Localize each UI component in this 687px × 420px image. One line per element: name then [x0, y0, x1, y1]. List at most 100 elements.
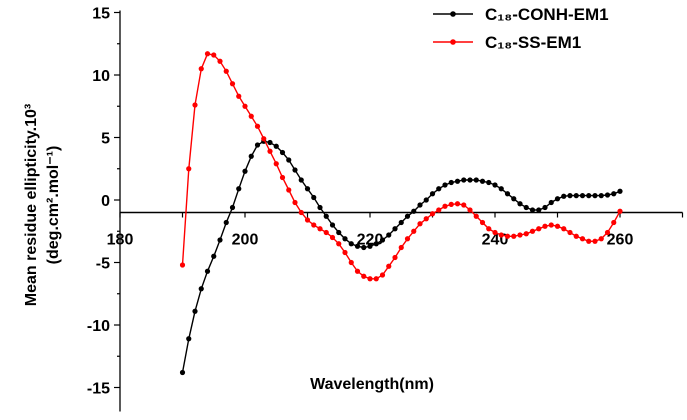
data-point-0 [429, 191, 436, 197]
data-point-1 [561, 226, 567, 232]
data-point-0 [411, 208, 417, 214]
data-point-1 [279, 174, 286, 181]
data-point-1 [504, 233, 511, 239]
data-point-1 [323, 229, 329, 236]
data-point-1 [342, 249, 348, 256]
data-point-0 [336, 229, 342, 236]
data-point-0 [417, 202, 423, 208]
data-point-0 [186, 336, 192, 342]
data-point-1 [404, 236, 411, 242]
data-point-0 [267, 139, 273, 146]
data-point-0 [579, 193, 586, 199]
data-point-0 [317, 204, 323, 211]
data-point-1 [536, 226, 542, 232]
data-point-0 [211, 253, 217, 259]
data-point-0 [204, 268, 211, 274]
data-point-1 [423, 216, 429, 222]
data-point-1 [286, 187, 292, 193]
legend-marker-conh [450, 11, 456, 17]
data-point-0 [486, 179, 492, 186]
data-point-1 [473, 213, 479, 219]
data-point-0 [223, 219, 229, 226]
data-point-1 [304, 217, 311, 223]
data-point-0 [498, 186, 504, 192]
data-point-1 [379, 272, 386, 278]
data-point-1 [392, 254, 398, 261]
data-point-1 [486, 226, 492, 232]
data-point-0 [467, 177, 473, 183]
data-point-0 [611, 191, 617, 197]
data-point-1 [348, 259, 354, 266]
data-point-0 [392, 226, 398, 232]
data-point-0 [367, 243, 373, 249]
y-tick-label: 0 [101, 193, 110, 210]
data-point-0 [492, 182, 498, 188]
data-point-1 [586, 238, 592, 244]
data-point-1 [267, 148, 273, 154]
data-point-1 [617, 208, 623, 214]
x-tick-label: 180 [107, 232, 134, 249]
data-point-0 [311, 194, 317, 201]
data-point-0 [529, 207, 536, 213]
data-point-1 [229, 81, 236, 87]
legend-marker-ss [450, 39, 456, 45]
data-point-0 [554, 196, 561, 202]
data-point-0 [598, 193, 604, 199]
data-point-1 [479, 219, 486, 226]
series-layer [179, 51, 623, 376]
data-point-0 [254, 142, 261, 148]
data-point-0 [479, 178, 486, 184]
data-point-1 [548, 222, 554, 228]
y-axis-title-line2: (deg.cm².mol⁻¹) [45, 146, 62, 265]
data-point-1 [604, 229, 611, 236]
data-point-0 [192, 308, 198, 314]
legend-label-ss: C₁₈-SS-EM1 [485, 33, 581, 52]
data-point-0 [398, 219, 404, 226]
data-point-0 [386, 232, 392, 238]
data-point-0 [236, 186, 242, 192]
data-point-1 [592, 238, 598, 244]
data-point-1 [179, 262, 186, 268]
y-tick-label: 5 [101, 131, 110, 148]
data-point-0 [586, 193, 592, 199]
x-tick-label: 260 [607, 232, 634, 249]
data-point-1 [386, 263, 392, 269]
legend: C₁₈-CONH-EM1 C₁₈-SS-EM1 [433, 5, 609, 52]
y-tick-label: 15 [92, 6, 110, 23]
data-point-0 [229, 204, 236, 211]
legend-item-conh: C₁₈-CONH-EM1 [433, 5, 609, 24]
data-point-0 [379, 237, 386, 243]
data-point-1 [248, 113, 254, 119]
data-point-1 [554, 223, 561, 229]
data-point-1 [261, 136, 267, 142]
data-point-0 [511, 196, 517, 202]
data-point-0 [567, 193, 573, 199]
data-point-1 [517, 232, 523, 238]
data-point-0 [217, 237, 223, 243]
data-point-0 [592, 193, 598, 199]
data-point-1 [492, 229, 498, 236]
data-point-1 [523, 231, 529, 237]
data-point-0 [542, 204, 548, 211]
data-point-1 [204, 51, 211, 57]
data-point-1 [217, 58, 223, 64]
data-point-0 [604, 192, 611, 198]
data-point-0 [179, 369, 186, 376]
data-point-1 [454, 201, 461, 207]
data-point-1 [311, 222, 317, 228]
y-tick-label: -5 [96, 256, 110, 273]
data-point-1 [329, 234, 336, 241]
data-point-1 [511, 233, 517, 239]
data-point-1 [367, 276, 373, 282]
data-point-1 [354, 268, 361, 274]
data-point-1 [448, 201, 454, 207]
data-point-1 [292, 199, 298, 206]
data-point-0 [442, 182, 448, 188]
data-point-1 [417, 221, 423, 227]
data-point-0 [198, 286, 204, 292]
data-point-1 [223, 68, 229, 74]
data-point-0 [523, 204, 529, 211]
data-point-0 [536, 207, 542, 213]
